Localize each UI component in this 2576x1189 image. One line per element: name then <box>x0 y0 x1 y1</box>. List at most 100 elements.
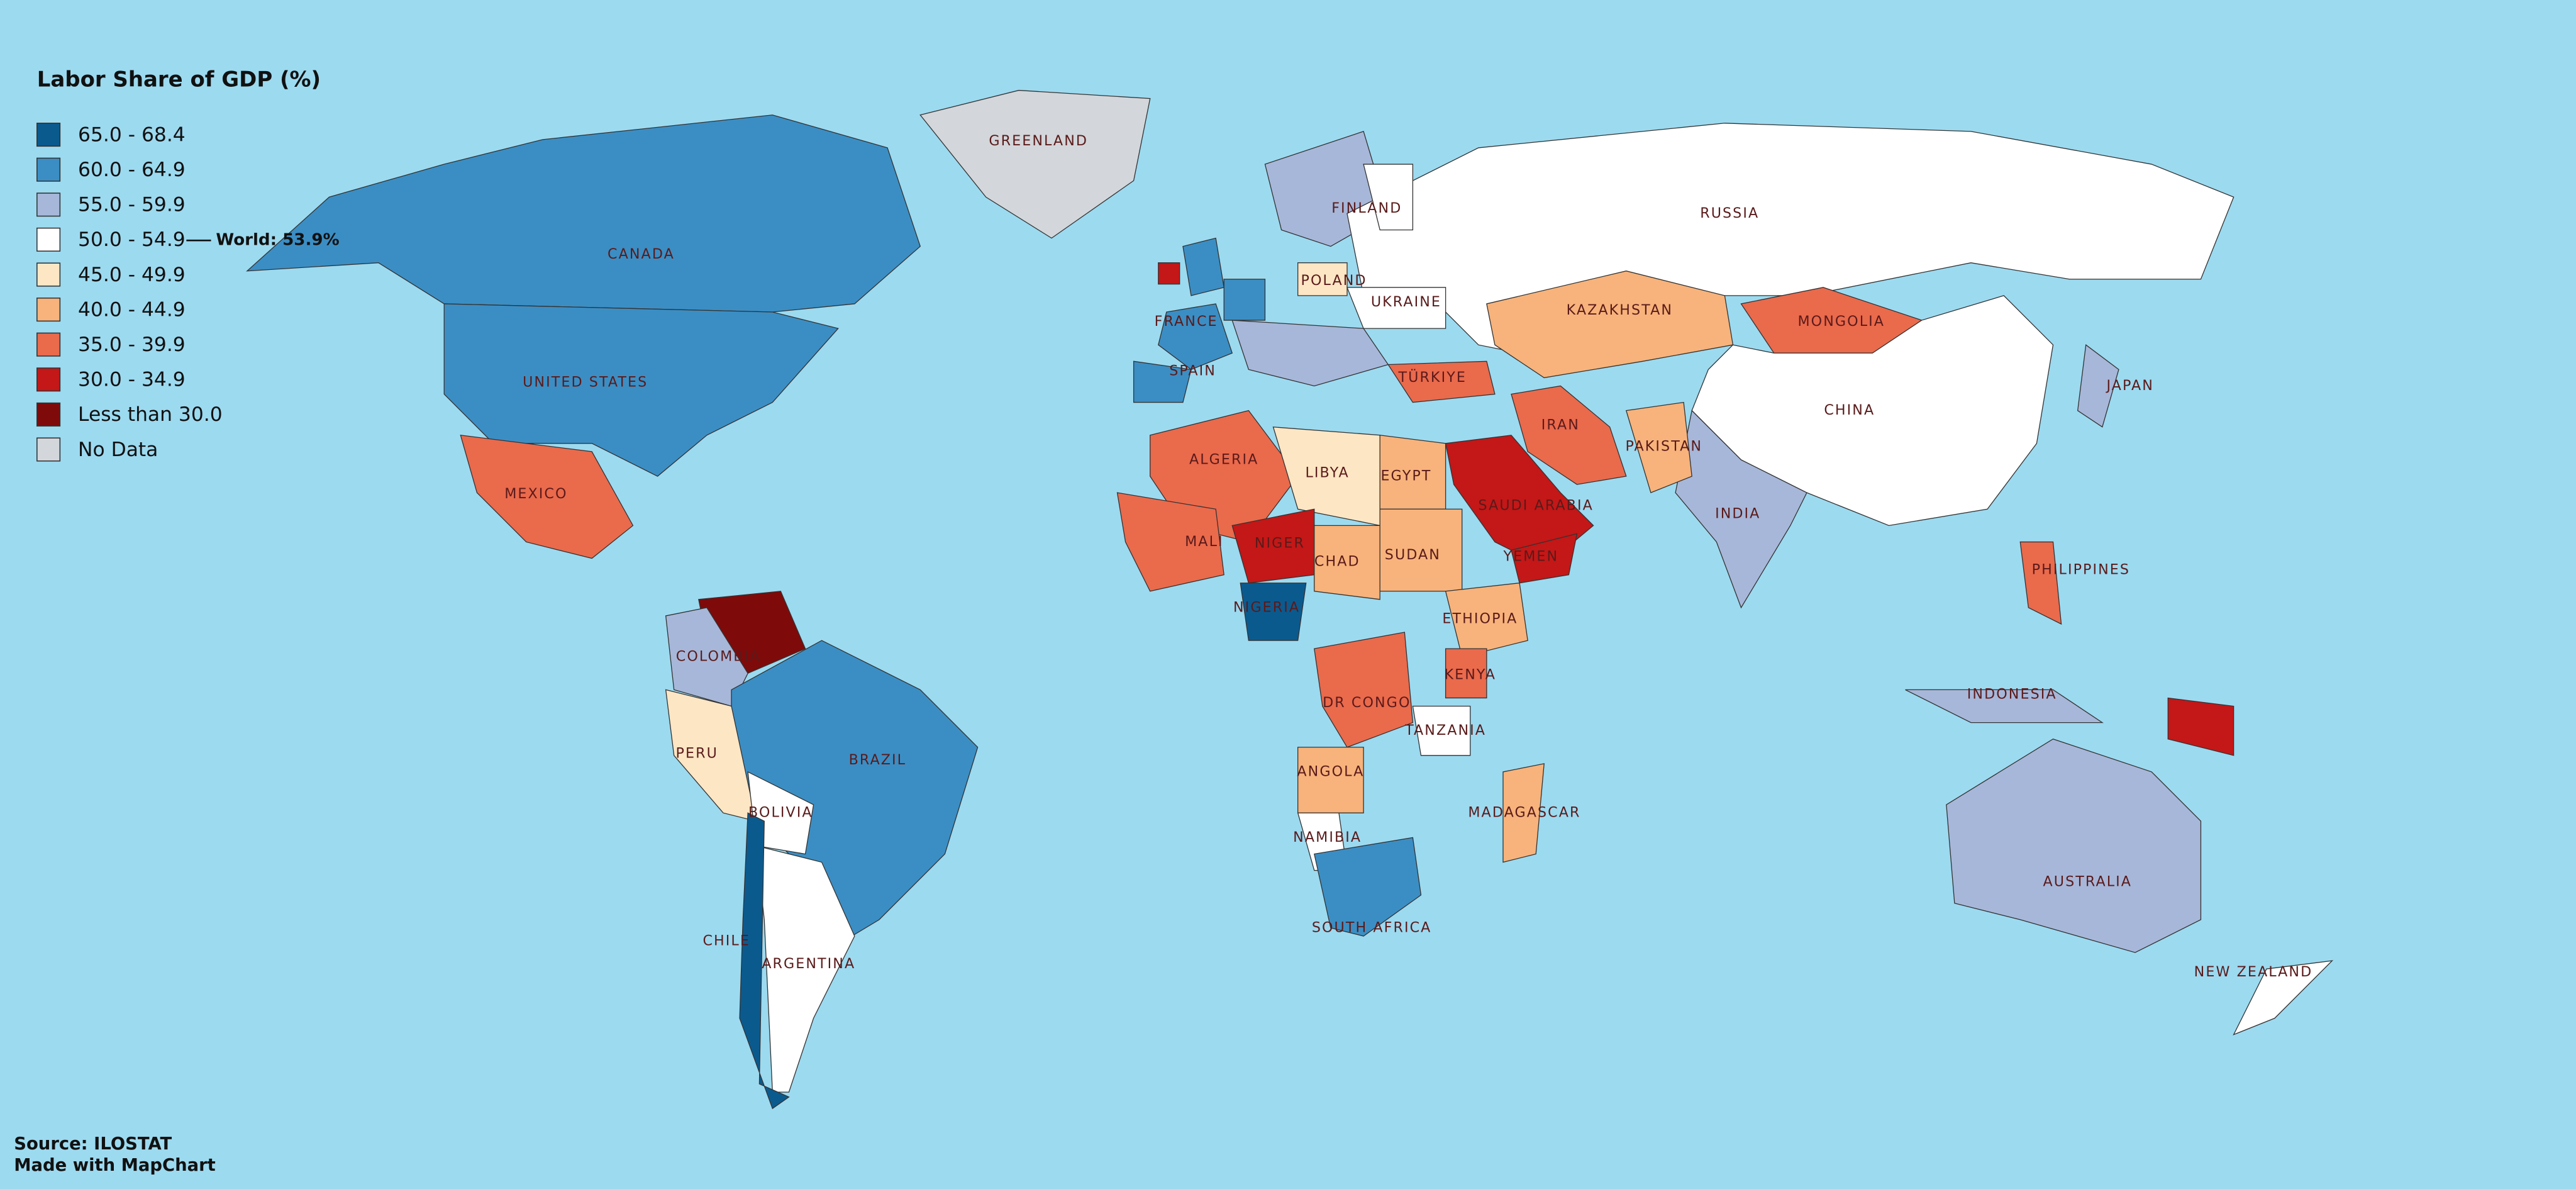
country <box>1625 401 1692 494</box>
legend-label: No Data <box>78 438 158 461</box>
country-label: POLAND <box>1301 272 1367 289</box>
source: Source: ILOSTAT <box>14 1134 172 1154</box>
legend-swatch <box>36 157 61 182</box>
world-note: World: 53.9% <box>216 231 339 250</box>
country-label: SUDAN <box>1385 547 1441 563</box>
country-label: INDIA <box>1715 506 1760 522</box>
legend-label: 45.0 - 49.9 <box>78 264 186 286</box>
country-label: NIGER <box>1255 535 1305 552</box>
country-label: IRAN <box>1541 417 1580 433</box>
country-label: YEMEN <box>1502 548 1558 564</box>
legend-swatch <box>36 227 61 252</box>
legend: 65.0 - 68.4 60.0 - 64.9 55.0 - 59.9 50.0 - … <box>36 123 340 462</box>
legend-label: 60.0 - 64.9 <box>78 159 186 181</box>
country-label: PHILIPPINES <box>2032 561 2130 578</box>
country-label: NIGERIA <box>1233 599 1300 615</box>
land <box>1223 279 1266 321</box>
country-label: CHILE <box>702 932 750 949</box>
credit: Made with MapChart <box>14 1156 216 1175</box>
country <box>1946 739 2202 953</box>
legend-label: Less than 30.0 <box>78 403 223 426</box>
country <box>1158 303 1233 371</box>
country <box>665 689 757 822</box>
legend-label: 30.0 - 34.9 <box>78 369 186 391</box>
country <box>2019 541 2062 625</box>
countries <box>246 89 2334 1110</box>
country <box>1445 648 1487 699</box>
legend-title: Labor Share of GDP (%) <box>37 67 321 92</box>
legend-swatch <box>36 332 61 357</box>
country-label: KAZAKHSTAN <box>1567 302 1673 318</box>
country <box>1240 583 1307 641</box>
country <box>1314 525 1380 600</box>
country <box>1502 763 1545 863</box>
country-label: ANGOLA <box>1297 763 1364 779</box>
legend-label: 35.0 - 39.9 <box>78 333 186 356</box>
country-label: INDONESIA <box>1967 686 2057 703</box>
country-label: FRANCE <box>1155 313 1218 330</box>
country-label: BOLIVIA <box>748 805 813 821</box>
legend-swatch <box>36 298 61 322</box>
country-label: SOUTH AFRICA <box>1312 919 1432 935</box>
country <box>2077 344 2119 428</box>
country <box>1314 632 1414 748</box>
country <box>1133 360 1192 403</box>
country-label: COLOMBIA <box>676 649 761 665</box>
country-label: TANZANIA <box>1404 722 1486 739</box>
country-label: KENYA <box>1444 666 1496 683</box>
legend-swatch <box>36 402 61 427</box>
country <box>1675 410 1807 609</box>
country-label: SPAIN <box>1169 362 1216 379</box>
country <box>755 845 855 1093</box>
country <box>1297 262 1348 296</box>
land <box>1158 262 1180 285</box>
country <box>1346 287 1446 329</box>
country-label: BRAZIL <box>849 752 907 768</box>
country-label: EGYPT <box>1380 468 1431 484</box>
legend-swatch <box>36 123 61 147</box>
country-label: TÜRKIYE <box>1398 368 1467 386</box>
country <box>1905 689 2104 723</box>
country <box>1412 705 1471 756</box>
country-label: MADAGASCAR <box>1468 805 1580 821</box>
legend-swatch <box>36 262 61 287</box>
country-label: LIBYA <box>1305 464 1349 481</box>
country-label: CHINA <box>1824 402 1875 418</box>
legend-label: 65.0 - 68.4 <box>78 123 186 146</box>
country <box>1116 492 1224 592</box>
country <box>919 89 1151 239</box>
legend-swatch <box>36 437 61 462</box>
country-label: PERU <box>676 745 718 762</box>
country-label: PAKISTAN <box>1626 438 1703 455</box>
country-label: DR CONGO <box>1323 695 1411 711</box>
country-label: GREENLAND <box>989 133 1088 149</box>
country <box>1363 164 1414 231</box>
country-label: CHAD <box>1314 553 1360 569</box>
country-label: MEXICO <box>504 486 567 502</box>
country <box>2233 960 2334 1035</box>
country <box>443 303 839 477</box>
country-label: ARGENTINA <box>762 956 855 972</box>
country <box>1297 747 1364 813</box>
country-label: MONGOLIA <box>1797 313 1885 330</box>
country-label: UNITED STATES <box>523 374 648 391</box>
legend-label: 40.0 - 44.9 <box>78 298 186 321</box>
legend-swatch <box>36 367 61 392</box>
country-label: SAUDI ARABIA <box>1478 498 1593 514</box>
country-label: ALGERIA <box>1189 451 1258 467</box>
country <box>1511 533 1578 584</box>
country-label: UKRAINE <box>1371 294 1441 310</box>
country <box>1511 385 1627 485</box>
country-label: MALI <box>1185 533 1224 550</box>
country <box>1486 271 1734 379</box>
country <box>1313 837 1422 937</box>
country-label: NAMIBIA <box>1293 829 1362 846</box>
country-label: ETHIOPIA <box>1442 611 1518 627</box>
country-label: NEW ZEALAND <box>2194 964 2313 980</box>
country <box>1445 583 1528 657</box>
land <box>1231 320 1389 387</box>
country <box>1387 360 1496 403</box>
country <box>460 435 634 559</box>
